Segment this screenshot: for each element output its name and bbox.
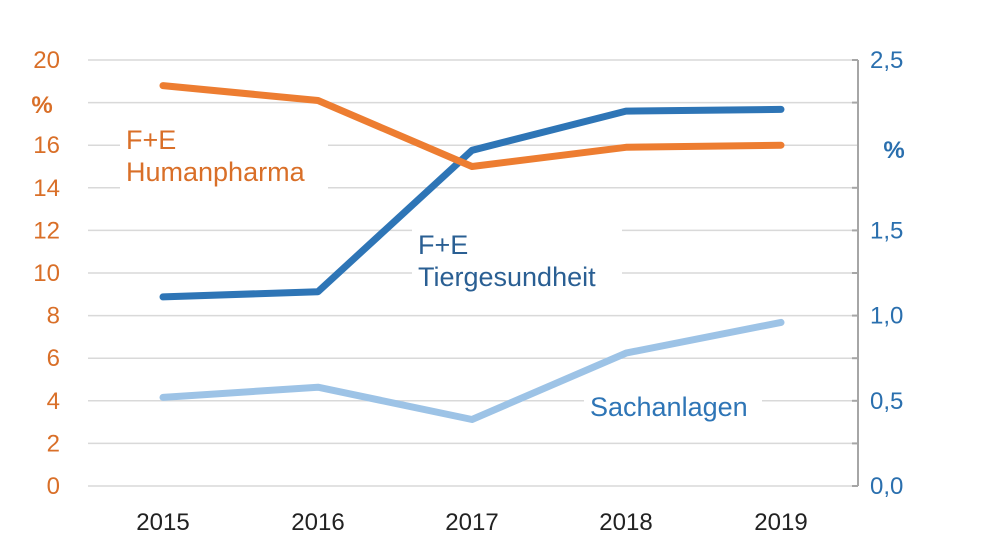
tiergesundheit-label-bg [412,226,622,298]
humanpharma-label: Humanpharma [126,157,306,187]
tiergesundheit-line [159,105,785,301]
x-tick-label: 2016 [291,509,344,536]
left-tick-label: 4 [47,388,60,415]
right-axis-ticks: 0,0 0,5 1,0 1,5 2,5 [852,47,903,500]
tiergesundheit-label: Tiergesundheit [418,262,596,292]
x-tick-label: 2015 [136,509,189,536]
x-axis-ticks: 2015 2016 2017 2018 2019 [136,509,807,536]
x-tick-label: 2019 [754,509,807,536]
series-lines [159,82,785,423]
left-tick-label: 14 [33,175,60,202]
left-tick-label: 2 [47,430,60,457]
right-tick-label: 0,5 [870,388,903,415]
sachanlagen-label: Sachanlagen [590,392,748,422]
left-tick-label: 0 [47,473,60,500]
humanpharma-line [159,82,785,170]
right-tick-label: 1,5 [870,217,903,244]
left-tick-label: 16 [33,132,60,159]
right-axis-unit: % [883,137,904,164]
humanpharma-label: F+E [126,125,176,155]
right-tick-label: 0,0 [870,473,903,500]
left-tick-label: 8 [47,303,60,330]
left-axis-unit: % [31,92,52,119]
series-labels: F+EHumanpharmaF+ETiergesundheitSachanlag… [120,121,762,428]
tiergesundheit-label: F+E [418,230,468,260]
left-tick-label: 20 [33,47,60,74]
sachanlagen-line [159,318,785,423]
right-tick-label: 1,0 [870,303,903,330]
left-tick-label: 12 [33,217,60,244]
right-tick-label: 2,5 [870,47,903,74]
humanpharma-label-bg [120,121,328,193]
x-tick-label: 2017 [445,509,498,536]
left-axis-ticks: 0 2 4 6 8 10 12 14 16 20 [33,47,60,500]
x-tick-label: 2018 [599,509,652,536]
left-tick-label: 6 [47,345,60,372]
left-tick-label: 10 [33,260,60,287]
sachanlagen-label-bg [584,388,762,428]
